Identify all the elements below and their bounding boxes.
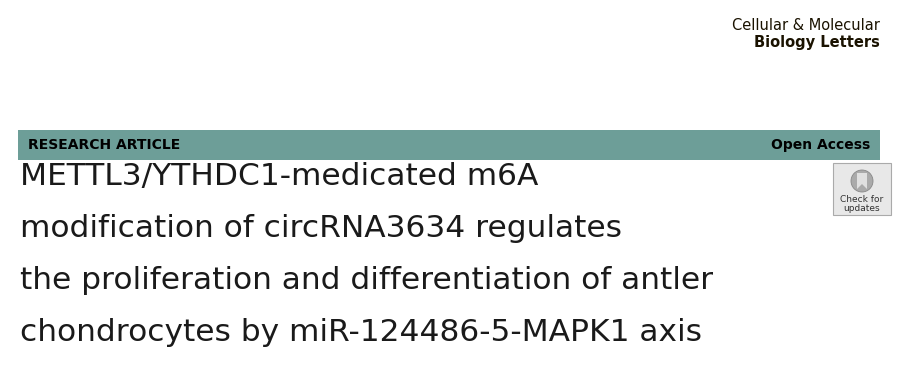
Text: the proliferation and differentiation of antler: the proliferation and differentiation of… xyxy=(20,266,713,295)
Text: chondrocytes by miR-124486-5-MAPK1 axis: chondrocytes by miR-124486-5-MAPK1 axis xyxy=(20,318,702,347)
FancyBboxPatch shape xyxy=(833,163,891,215)
Text: Cellular & Molecular: Cellular & Molecular xyxy=(732,18,880,33)
Polygon shape xyxy=(857,173,867,189)
Text: METTL3/YTHDC1-medicated m6A: METTL3/YTHDC1-medicated m6A xyxy=(20,162,538,191)
Text: Biology Letters: Biology Letters xyxy=(754,35,880,50)
Text: Open Access: Open Access xyxy=(770,138,870,152)
Text: RESEARCH ARTICLE: RESEARCH ARTICLE xyxy=(28,138,180,152)
Circle shape xyxy=(851,170,873,192)
Text: modification of circRNA3634 regulates: modification of circRNA3634 regulates xyxy=(20,214,622,243)
Text: Check for: Check for xyxy=(841,195,884,204)
FancyBboxPatch shape xyxy=(18,130,880,160)
Text: updates: updates xyxy=(843,204,880,213)
